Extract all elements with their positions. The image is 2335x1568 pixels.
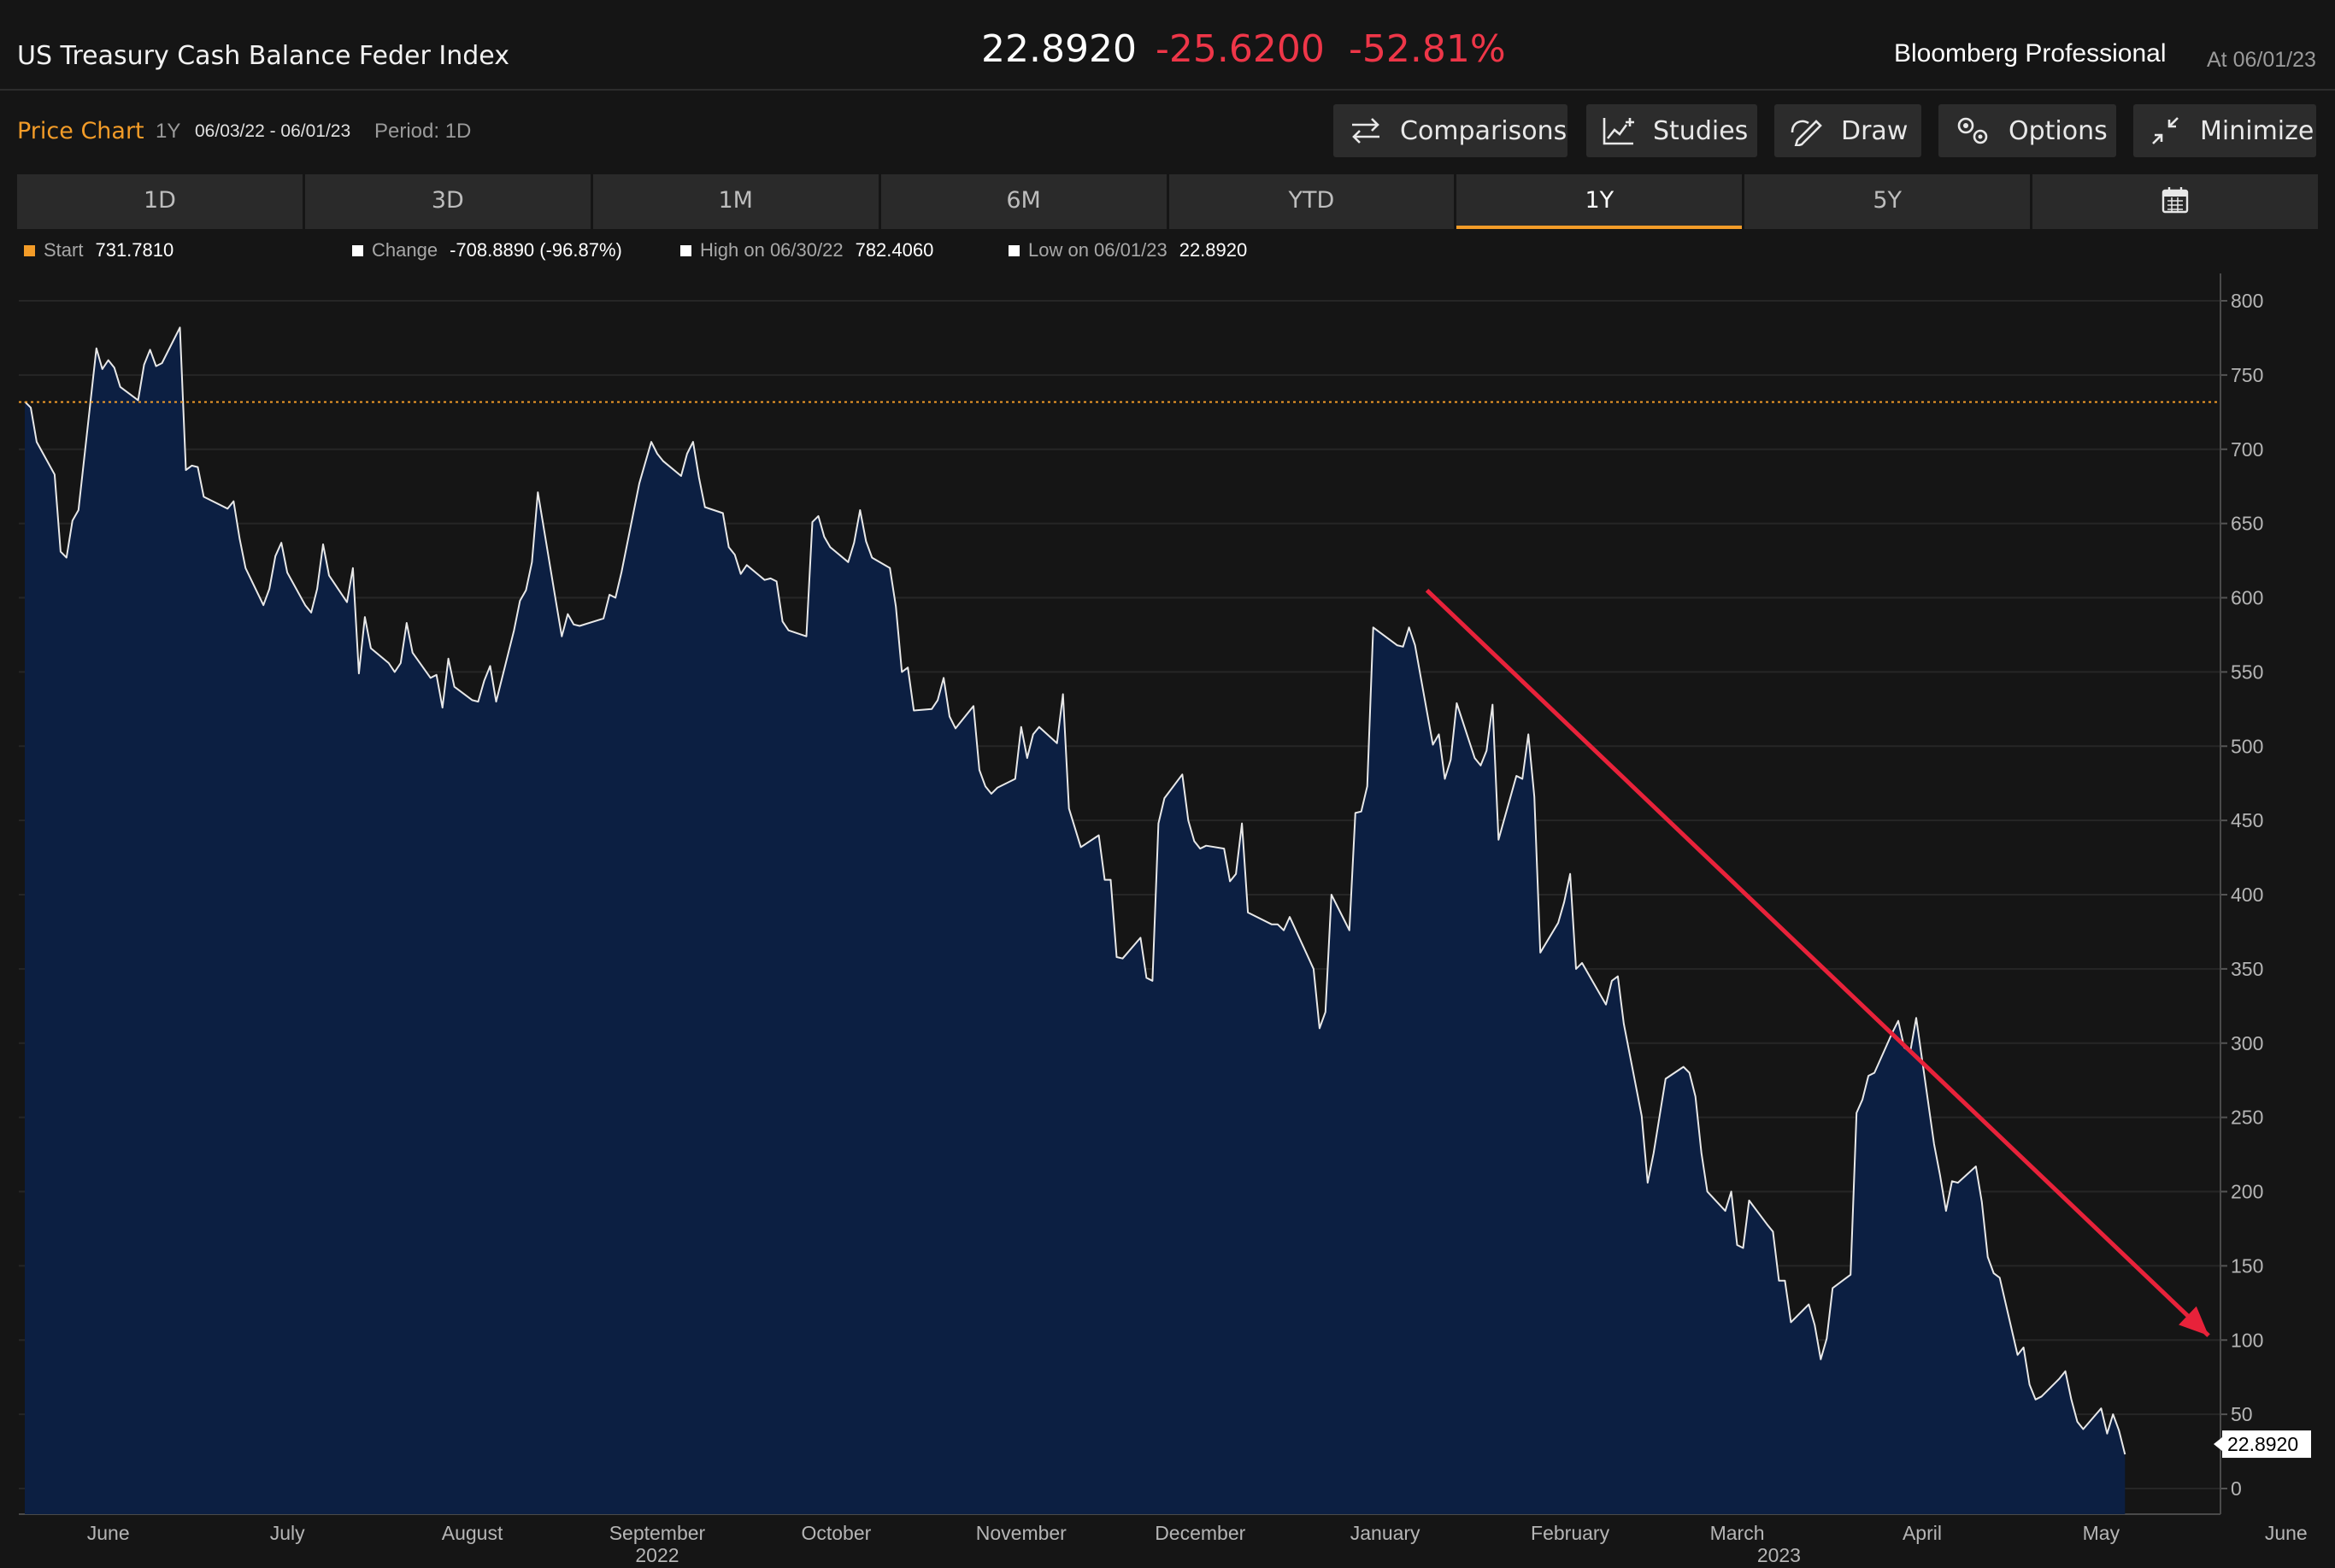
tab-3d[interactable]: 3D: [304, 174, 591, 229]
x-tick-label: July: [270, 1522, 305, 1544]
legend-start-label: Start: [44, 239, 84, 261]
studies-button[interactable]: Studies: [1586, 104, 1757, 157]
series-area: [25, 327, 2126, 1514]
comparisons-button[interactable]: Comparisons: [1333, 104, 1567, 157]
tab-6m[interactable]: 6M: [880, 174, 1167, 229]
x-tick-label: January: [1350, 1522, 1420, 1544]
x-year-label: 2023: [1757, 1544, 1801, 1566]
legend-start-swatch: [24, 244, 35, 256]
security-title: US Treasury Cash Balance Feder Index: [17, 41, 509, 71]
x-tick-label: October: [801, 1522, 871, 1544]
as-of-date: At 06/01/23: [2207, 48, 2316, 72]
draw-button[interactable]: Draw: [1774, 104, 1921, 157]
brand-name: Bloomberg Professional: [1894, 39, 2167, 68]
minimize-icon: [2152, 117, 2179, 144]
y-tick-label: 50: [2231, 1403, 2253, 1425]
price-chart-label: Price Chart: [17, 118, 144, 144]
tab-5y[interactable]: 5Y: [1744, 174, 2031, 229]
studies-label: Studies: [1653, 115, 1749, 146]
calendar-icon: [2161, 187, 2189, 214]
y-tick-label: 300: [2231, 1032, 2263, 1054]
tab-1d[interactable]: 1D: [17, 174, 303, 229]
y-tick-label: 100: [2231, 1329, 2263, 1351]
y-tick-label: 650: [2231, 513, 2263, 535]
legend-high-label: High on 06/30/22: [700, 239, 844, 261]
y-tick-label: 750: [2231, 364, 2263, 386]
comparisons-icon: [1352, 118, 1379, 144]
trend-arrow-head: [2179, 1306, 2209, 1336]
options-label: Options: [2009, 115, 2108, 146]
x-tick-label: June: [87, 1522, 130, 1544]
draw-icon: [1791, 120, 1822, 146]
tab-ytd[interactable]: YTD: [1168, 174, 1455, 229]
legend-change-label: Change: [372, 239, 438, 261]
comparisons-label: Comparisons: [1400, 115, 1567, 146]
last-value-box: [2222, 1430, 2311, 1459]
x-tick-label: March: [1710, 1522, 1765, 1544]
minimize-button[interactable]: Minimize: [2133, 104, 2316, 157]
x-tick-label: November: [976, 1522, 1067, 1544]
minimize-label: Minimize: [2200, 115, 2314, 146]
tab-1y[interactable]: 1Y: [1456, 174, 1743, 229]
x-tick-label: August: [442, 1522, 503, 1544]
x-tick-label: December: [1155, 1522, 1245, 1544]
last-price: 22.8920: [981, 27, 1137, 71]
legend-change-value: -708.8890 (-96.87%): [450, 239, 622, 261]
options-icon: [1957, 117, 1988, 144]
y-tick-label: 150: [2231, 1254, 2263, 1277]
tab-calendar[interactable]: [2032, 174, 2318, 229]
x-tick-label: February: [1531, 1522, 1610, 1544]
x-tick-label: May: [2083, 1522, 2120, 1544]
x-tick-label: June: [2265, 1522, 2308, 1544]
legend-low-label: Low on 06/01/23: [1028, 239, 1168, 261]
x-year-label: 2022: [635, 1544, 679, 1566]
y-tick-label: 600: [2231, 587, 2263, 609]
draw-label: Draw: [1841, 115, 1909, 146]
y-tick-label: 400: [2231, 884, 2263, 906]
price-chart[interactable]: 0 50 100 150 200 250 300 350 400 450 500 550 600 650 7…: [0, 265, 2335, 1568]
options-button[interactable]: Options: [1938, 104, 2116, 157]
chart-legend: Start 731.7810 Change -708.8890 (-96.87%…: [17, 239, 1726, 265]
last-value-pointer: [2214, 1437, 2222, 1452]
percent-change: -52.81%: [1349, 27, 1506, 71]
legend-high-swatch: [680, 244, 691, 256]
period-label: Period: 1D: [374, 120, 472, 143]
legend-start-value: 731.7810: [95, 239, 174, 261]
y-tick-label: 0: [2231, 1477, 2242, 1500]
legend-high: High on 06/30/22 782.4060: [680, 239, 933, 261]
last-value-tag: 22.8920: [2214, 1430, 2311, 1459]
y-tick-label: 450: [2231, 809, 2263, 831]
tab-1m[interactable]: 1M: [592, 174, 879, 229]
y-tick-label: 200: [2231, 1181, 2263, 1203]
chart-subbar: Price Chart 1Y 06/03/22 - 06/01/23 Perio…: [0, 94, 2335, 167]
range-code: 1Y: [156, 120, 181, 143]
x-tick-label: September: [609, 1522, 706, 1544]
series-line: [24, 326, 2126, 1455]
legend-low-value: 22.8920: [1179, 239, 1248, 261]
legend-change-swatch: [352, 244, 363, 256]
range-tabs: 1D 3D 1M 6M YTD 1Y 5Y: [17, 174, 2318, 229]
legend-low-swatch: [1009, 244, 1020, 256]
y-tick-label: 350: [2231, 958, 2263, 980]
y-tick-label: 700: [2231, 438, 2263, 461]
y-tick-label: 250: [2231, 1107, 2263, 1129]
date-range: 06/03/22 - 06/01/23: [195, 121, 351, 141]
studies-icon: [1603, 118, 1634, 145]
y-tick-label: 550: [2231, 661, 2263, 683]
legend-start: Start 731.7810: [24, 239, 174, 261]
y-tick-label: 800: [2231, 290, 2263, 312]
legend-change: Change -708.8890 (-96.87%): [352, 239, 622, 261]
net-change: -25.6200: [1156, 27, 1325, 71]
header-bar: US Treasury Cash Balance Feder Index 22.…: [0, 0, 2335, 91]
legend-high-value: 782.4060: [855, 239, 934, 261]
last-value-label: 22.8920: [2227, 1433, 2298, 1455]
trend-arrow-line: [1425, 589, 2210, 1337]
y-tick-label: 500: [2231, 735, 2263, 757]
legend-low: Low on 06/01/23 22.8920: [1009, 239, 1247, 261]
x-tick-label: April: [1903, 1522, 1942, 1544]
